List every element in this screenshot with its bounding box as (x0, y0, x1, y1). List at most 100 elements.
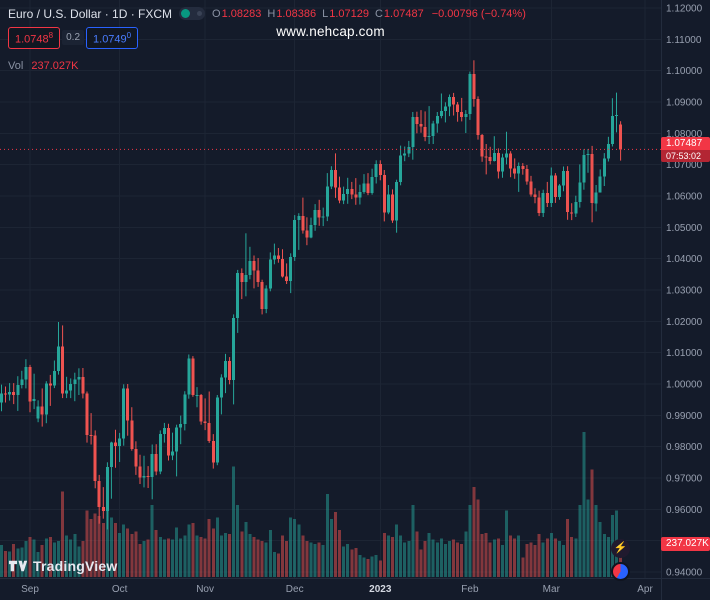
price-tick-label[interactable]: 1.12000 (666, 4, 703, 15)
candle-body (219, 377, 223, 398)
time-tick-label[interactable]: Feb (461, 584, 479, 595)
price-tick-label[interactable]: 1.09000 (666, 98, 703, 109)
volume-label: Vol (8, 59, 24, 72)
price-tick-label[interactable]: 1.02000 (666, 317, 703, 328)
volume-bar (138, 543, 142, 577)
volume-bar (40, 545, 44, 577)
candle-body (93, 435, 97, 482)
volume-indicator-row[interactable]: Vol 237.027K (8, 60, 526, 72)
volume-bar (252, 537, 256, 577)
candle-body (521, 166, 525, 169)
candle-body (468, 74, 472, 114)
candle-body (590, 154, 594, 204)
volume-bar (309, 542, 313, 577)
volume-bar (158, 537, 162, 577)
volume-bar (460, 543, 464, 577)
candle-body (505, 153, 508, 158)
market-status-toggle[interactable] (179, 7, 206, 20)
price-tick-label[interactable]: 1.08000 (666, 129, 703, 140)
candle-body (272, 255, 276, 260)
candle-body (350, 189, 354, 195)
volume-bar (582, 432, 586, 577)
candle-body (537, 197, 541, 213)
candle-body (313, 209, 317, 226)
volume-bar (175, 527, 179, 577)
volume-bar (207, 519, 211, 577)
candle-body (452, 97, 456, 105)
price-tick-label[interactable]: 0.94000 (666, 568, 703, 579)
candle-body (615, 115, 618, 117)
candle-body (256, 270, 260, 283)
price-tick-label[interactable]: 1.07000 (666, 160, 703, 171)
volume-bar (586, 499, 590, 577)
volume-bar (81, 541, 85, 577)
candle-body (215, 397, 219, 463)
price-tick-label[interactable]: 1.11000 (666, 35, 702, 46)
candle-body (496, 153, 500, 172)
volume-bar (211, 528, 215, 577)
volume-bar (52, 542, 56, 577)
time-tick-label[interactable]: Oct (112, 584, 128, 595)
price-tick-label[interactable]: 1.01000 (666, 348, 703, 359)
price-tick-label[interactable]: 1.04000 (666, 254, 703, 265)
ohlc-high: H1.08386 (267, 7, 317, 20)
volume-bar (97, 516, 101, 577)
pie-badge-icon[interactable] (611, 562, 630, 581)
candle-body (167, 428, 170, 456)
toggle-off-dot-icon (197, 11, 203, 16)
candle-body (224, 360, 227, 378)
candle-body (415, 117, 419, 124)
time-tick-label[interactable]: Apr (637, 584, 653, 595)
sell-button[interactable]: 1.07488 (8, 27, 61, 49)
time-tick-label[interactable]: Sep (21, 584, 39, 595)
candle-body (570, 212, 574, 214)
price-tick-label[interactable]: 1.10000 (666, 66, 703, 77)
time-tick-label[interactable]: Nov (196, 584, 214, 595)
price-tick-label[interactable]: 0.98000 (666, 442, 703, 453)
candle-body (89, 434, 93, 436)
time-tick-label[interactable]: Dec (286, 584, 304, 595)
candle-body (207, 422, 211, 442)
price-tick-label[interactable]: 1.00000 (666, 380, 703, 391)
volume-bar (321, 545, 325, 577)
candle-body (358, 191, 362, 198)
candle-body (513, 168, 517, 174)
volume-bar (496, 538, 500, 577)
volume-bar (403, 542, 407, 577)
price-tick-label[interactable]: 0.96000 (666, 505, 703, 516)
candle-body (142, 475, 146, 478)
candle-body (558, 185, 561, 197)
price-tick-label[interactable]: 1.03000 (666, 286, 703, 297)
volume-bar (8, 551, 12, 577)
price-tick-label[interactable]: 1.05000 (666, 223, 703, 234)
candle-body (40, 406, 44, 415)
volume-bar (244, 521, 248, 577)
volume-bar (386, 535, 390, 577)
candle-body (439, 111, 443, 116)
price-tick-label[interactable]: 0.99000 (666, 411, 703, 422)
candle-body (370, 176, 374, 193)
tradingview-wordmark: TradingView (33, 557, 118, 574)
price-tick-label[interactable]: 1.06000 (666, 192, 703, 203)
volume-bar (525, 543, 529, 577)
volume-bar (521, 557, 525, 577)
time-tick-label[interactable]: Mar (543, 584, 561, 595)
volume-bar (513, 538, 517, 577)
volume-bar (338, 530, 341, 577)
volume-bar (391, 537, 394, 577)
lightning-icon[interactable]: ⚡ (611, 539, 630, 558)
symbol-title[interactable]: Euro / U.S. Dollar · 1D · FXCM (8, 6, 173, 21)
candle-body (321, 216, 325, 218)
volume-bar (134, 531, 138, 577)
volume-bar (224, 532, 227, 577)
volume-bar (415, 531, 419, 577)
candle-body (443, 106, 447, 112)
buy-button[interactable]: 1.07490 (86, 27, 139, 49)
tradingview-logo[interactable]: TradingView (8, 556, 117, 575)
last-price-axis-label: 1.07487 07:53:02 (661, 137, 710, 162)
candle-body (293, 219, 297, 257)
time-tick-label[interactable]: 2023 (369, 584, 392, 595)
candle-body (65, 390, 69, 394)
price-tick-label[interactable]: 0.97000 (666, 474, 703, 485)
